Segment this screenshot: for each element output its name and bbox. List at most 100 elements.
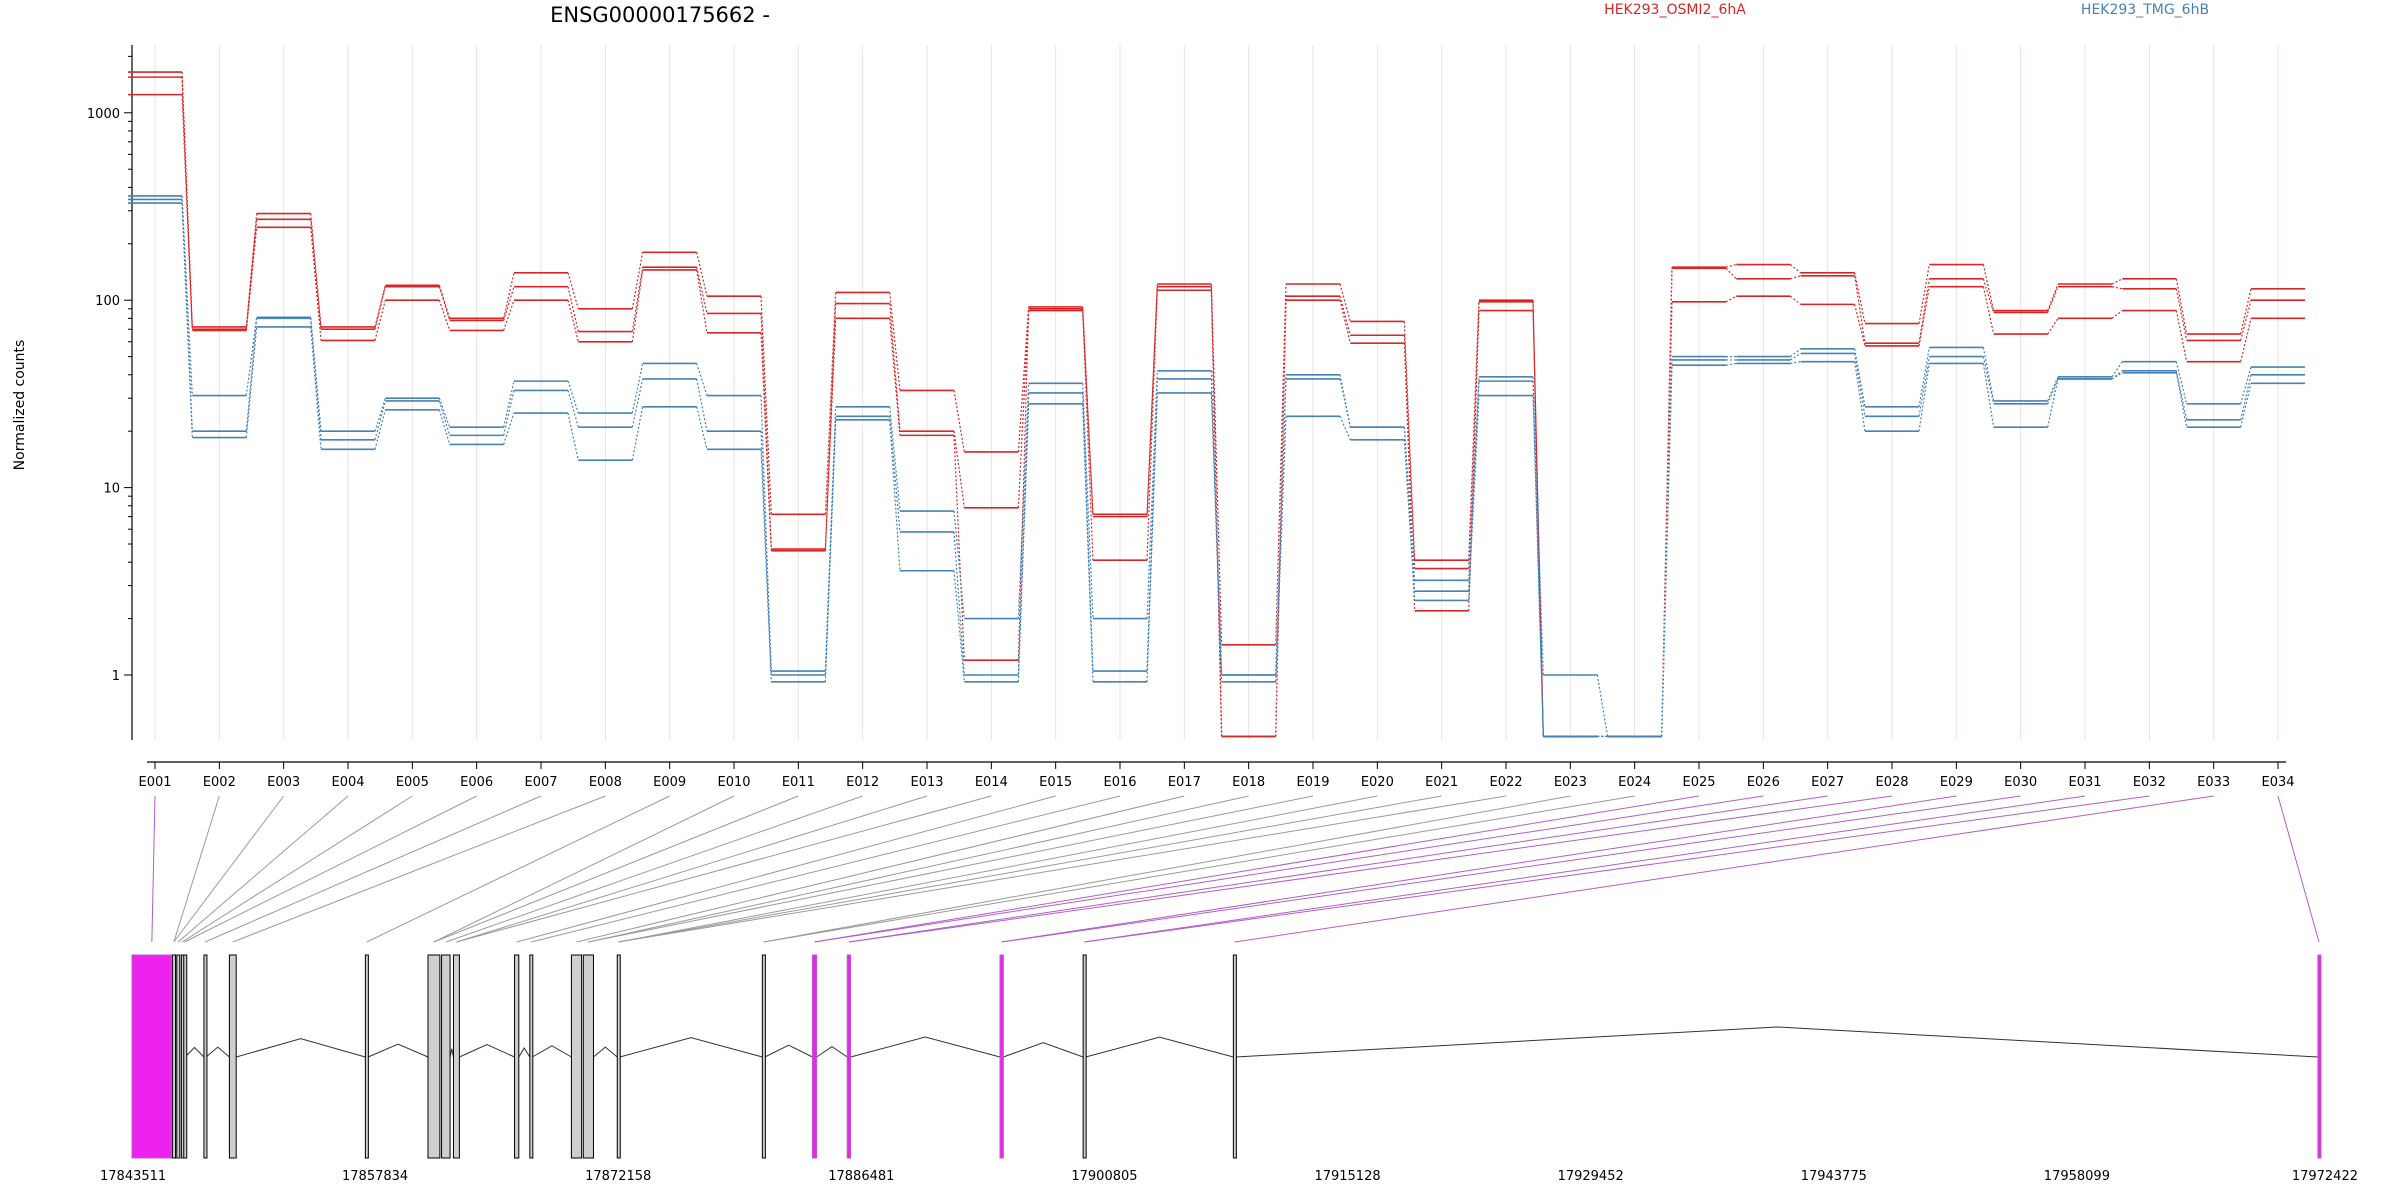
series-connector bbox=[1596, 674, 1609, 737]
series-connector bbox=[1017, 310, 1030, 661]
series-connector bbox=[2111, 286, 2123, 290]
series-connector bbox=[1339, 378, 1351, 428]
x-tick-label: E014 bbox=[975, 775, 1008, 790]
series-connector bbox=[2111, 372, 2123, 380]
coordinate-label: 17900805 bbox=[1071, 1169, 1137, 1184]
series-connector bbox=[2047, 378, 2059, 428]
series-tmg-3 bbox=[127, 195, 2306, 738]
series-connector bbox=[245, 227, 258, 331]
series-connector bbox=[1789, 295, 1802, 305]
series-connector bbox=[1017, 308, 1030, 508]
series-connector bbox=[567, 412, 579, 461]
series-connector bbox=[824, 303, 837, 550]
series-connector bbox=[1661, 268, 1673, 737]
series-connector bbox=[760, 296, 772, 515]
intron bbox=[532, 1045, 572, 1058]
exon-connector bbox=[1084, 795, 2086, 943]
exon-connector bbox=[232, 795, 606, 943]
x-tick-label: E025 bbox=[1682, 775, 1715, 790]
exon bbox=[761, 954, 766, 1159]
series-connector bbox=[1339, 416, 1351, 441]
series-connector bbox=[2111, 310, 2123, 319]
x-tick-label: E004 bbox=[331, 775, 364, 790]
x-tick-label: E021 bbox=[1425, 775, 1458, 790]
x-tick-label: E030 bbox=[2004, 775, 2037, 790]
series-connector bbox=[1210, 392, 1223, 682]
series-connector bbox=[2175, 361, 2188, 404]
series-connector bbox=[245, 326, 258, 438]
coordinate-label: 17886481 bbox=[828, 1169, 894, 1184]
exon-connector bbox=[763, 795, 1635, 943]
series-connector bbox=[696, 363, 708, 396]
series-connector bbox=[1854, 348, 1866, 407]
series-connector bbox=[1210, 378, 1223, 676]
series-connector bbox=[1275, 416, 1287, 682]
x-tick-label: E020 bbox=[1361, 775, 1394, 790]
exon-connector bbox=[151, 795, 156, 943]
series-connector bbox=[245, 213, 258, 327]
series-connector bbox=[1918, 363, 1930, 432]
exon-connector bbox=[814, 795, 1764, 943]
series-connector bbox=[374, 286, 386, 330]
series-connector bbox=[1918, 278, 1930, 344]
series-connector bbox=[1854, 272, 1866, 324]
series-connector bbox=[824, 292, 837, 515]
series-connector bbox=[824, 318, 837, 551]
series-connector bbox=[503, 272, 515, 319]
series-connector bbox=[1146, 392, 1158, 682]
exon-connector bbox=[1001, 795, 1957, 943]
intron bbox=[184, 1046, 205, 1058]
series-connector bbox=[1146, 290, 1158, 561]
series-connector bbox=[310, 326, 322, 450]
series-connector bbox=[696, 267, 708, 314]
series-connector bbox=[2047, 318, 2059, 335]
exon-highlighted bbox=[2317, 954, 2322, 1159]
series-connector bbox=[2175, 278, 2188, 335]
series-connector bbox=[438, 400, 451, 436]
series-connector bbox=[310, 213, 322, 327]
series-connector bbox=[2175, 288, 2188, 341]
series-connector bbox=[1982, 264, 1995, 311]
series-osmi-1 bbox=[127, 76, 2306, 738]
x-tick-label: E002 bbox=[203, 775, 236, 790]
x-tick-label: E031 bbox=[2068, 775, 2101, 790]
x-tick-label: E009 bbox=[653, 775, 686, 790]
exon-connector bbox=[433, 795, 799, 943]
series-connector bbox=[1339, 283, 1351, 322]
series-connector bbox=[2047, 378, 2059, 405]
exon-connector bbox=[456, 795, 992, 943]
series-connector bbox=[1339, 296, 1351, 336]
x-tick-label: E013 bbox=[910, 775, 943, 790]
series-osmi-0 bbox=[127, 71, 2306, 738]
series-connector bbox=[1982, 363, 1995, 428]
y-tick-label: 10 bbox=[103, 482, 120, 497]
series-connector bbox=[181, 72, 193, 327]
series-connector bbox=[1017, 383, 1030, 619]
series-connector bbox=[953, 431, 965, 508]
series-connector bbox=[2240, 366, 2252, 404]
series-connector bbox=[1790, 275, 1801, 280]
intron bbox=[850, 1036, 1001, 1058]
exon-highlighted bbox=[811, 954, 818, 1159]
series-connector bbox=[374, 398, 386, 432]
exon-connector bbox=[1234, 795, 2214, 943]
chart-title: ENSG00000175662 - bbox=[550, 3, 770, 27]
series-connector bbox=[1854, 304, 1866, 347]
series-connector bbox=[1982, 356, 1995, 404]
series-connector bbox=[1339, 300, 1351, 344]
series-connector bbox=[1468, 301, 1480, 569]
x-tick-label: E027 bbox=[1811, 775, 1844, 790]
series-connector bbox=[760, 431, 772, 676]
exon bbox=[441, 954, 451, 1159]
series-connector bbox=[2240, 383, 2252, 428]
y-tick-label: 1 bbox=[112, 669, 120, 684]
series-connector bbox=[1146, 378, 1158, 672]
x-tick-label: E024 bbox=[1618, 775, 1651, 790]
legend-entry-tmg: HEK293_TMG_6hB bbox=[2081, 2, 2209, 18]
series-connector bbox=[567, 286, 579, 332]
series-connector bbox=[2047, 283, 2059, 311]
x-tick-label: E023 bbox=[1554, 775, 1587, 790]
series-connector bbox=[1017, 392, 1030, 676]
series-connector bbox=[2240, 318, 2252, 362]
exon-connector bbox=[181, 795, 413, 943]
